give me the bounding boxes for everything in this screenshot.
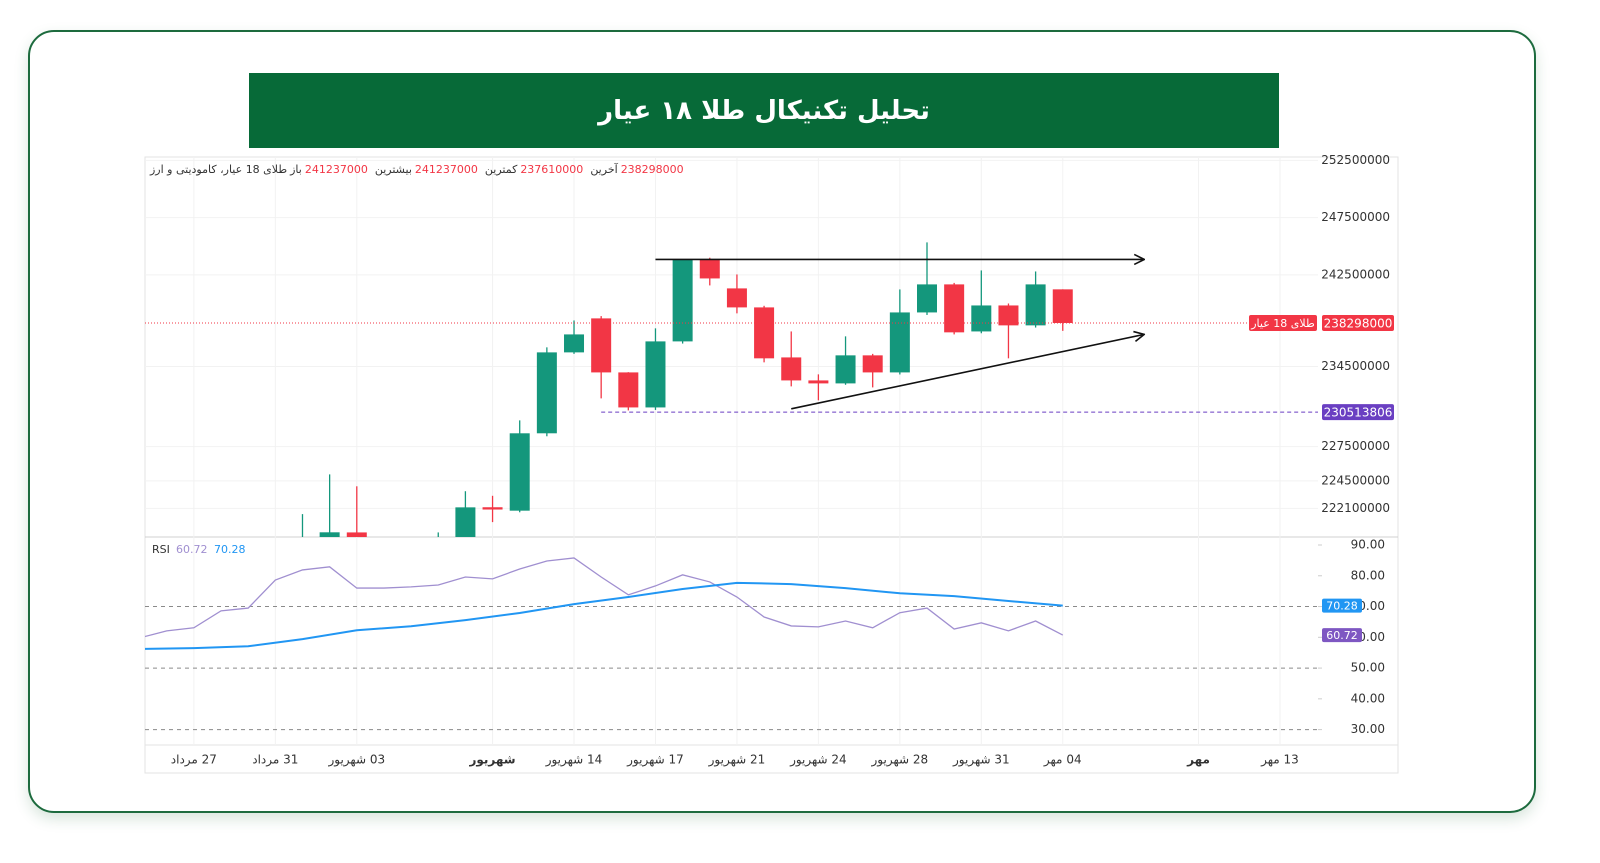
candle-body <box>428 538 448 540</box>
candle-body <box>781 357 802 381</box>
rsi-line <box>145 581 1063 650</box>
candle-body <box>808 380 829 384</box>
candle-body <box>645 341 666 408</box>
name-tag: طلای 18 عیار <box>1250 317 1315 330</box>
price-tag: 230513806 <box>1324 406 1393 420</box>
rsi-legend-value: 70.28 <box>214 543 246 556</box>
candle-body <box>672 259 693 342</box>
page-title: تحلیل تکنیکال طلا ۱۸ عیار <box>249 73 1279 148</box>
legend-label: کمترین <box>484 163 518 176</box>
y-tick-label: 242500000 <box>1321 267 1390 281</box>
legend-name: طلای 18 عیار، کامودیتی و ارز <box>150 163 288 176</box>
legend-value: 241237000 <box>304 163 368 176</box>
y-tick-label: 252500000 <box>1321 153 1390 167</box>
rsi-title: RSI <box>152 543 170 556</box>
candle-body <box>944 284 965 333</box>
candle-body <box>1052 289 1073 323</box>
legend-label: باز <box>290 163 302 176</box>
trend-line <box>791 334 1144 410</box>
candle-body <box>536 352 557 434</box>
candles <box>292 242 1073 541</box>
candle-body <box>482 507 503 510</box>
candle-body <box>346 532 367 537</box>
y-tick-label: 222100000 <box>1321 501 1390 515</box>
y-tick-label: 40.00 <box>1351 691 1385 705</box>
x-tick-label: 28 شهریور <box>871 753 929 768</box>
candle-body <box>618 372 639 408</box>
value-tag: 70.28 <box>1326 600 1358 613</box>
x-tick-label: 03 شهریور <box>327 753 385 768</box>
y-tick-label: 90.00 <box>1351 538 1385 552</box>
price-tag: 238298000 <box>1324 316 1393 330</box>
candle-body <box>726 288 747 308</box>
value-tag-bg <box>1322 598 1362 613</box>
candle-body <box>889 312 910 373</box>
y-tick-label: 234500000 <box>1321 359 1390 373</box>
value-tag-bg <box>1322 628 1362 643</box>
x-tick-label: 04 مهر <box>1043 753 1082 768</box>
x-tick-label: 24 شهریور <box>789 753 847 768</box>
x-tick-label: 14 شهریور <box>545 753 603 768</box>
x-tick-label: 17 شهریور <box>626 753 684 768</box>
legend-value: 237610000 <box>520 163 584 176</box>
chart-frame <box>144 156 1399 774</box>
candle-body <box>754 307 775 359</box>
y-tick-label: 247500000 <box>1321 210 1390 224</box>
y-tick-label: 30.00 <box>1351 722 1385 736</box>
candle-body <box>319 532 340 537</box>
x-tick-label: 13 مهر <box>1260 753 1299 768</box>
candle-body <box>835 355 856 384</box>
x-tick-label: 27 مرداد <box>171 753 217 768</box>
legend-value: 241237000 <box>414 163 478 176</box>
value-tag: 60.72 <box>1326 629 1358 642</box>
candle-body <box>699 259 720 279</box>
candle-body <box>862 355 883 373</box>
candle-body <box>971 305 992 332</box>
y-tick-label: 224500000 <box>1321 473 1390 487</box>
rsi-lines <box>145 557 1064 650</box>
legend-value: 238298000 <box>620 163 684 176</box>
candle-body <box>564 334 585 353</box>
name-tag-bg <box>1249 314 1317 331</box>
price-tag-bg <box>1322 314 1394 331</box>
rsi-line <box>145 557 1064 638</box>
candle-body <box>917 284 937 313</box>
rsi-legend-value: 60.72 <box>176 543 208 556</box>
y-tick-label: 227500000 <box>1321 439 1390 453</box>
candle-body <box>292 539 312 541</box>
legend-label: بیشترین <box>374 163 412 176</box>
x-tick-label: 21 شهریور <box>708 753 766 768</box>
price-tag-bg <box>1322 404 1394 421</box>
x-tick-label: شهریور <box>468 753 515 768</box>
candle-body <box>1025 284 1046 326</box>
candle-body <box>455 507 476 537</box>
x-tick-label: 31 مرداد <box>252 753 298 768</box>
candle-body <box>509 433 530 511</box>
x-tick-label: 31 شهریور <box>952 753 1010 768</box>
ohlc-legend: طلای 18 عیار، کامودیتی و ارز باز 24123700… <box>150 163 688 176</box>
candle-body <box>998 305 1019 326</box>
legend-label: آخرین <box>590 163 618 176</box>
y-tick-label: 80.00 <box>1351 568 1385 582</box>
x-tick-label: مهر <box>1186 753 1210 767</box>
candle-body <box>591 318 612 373</box>
y-tick-label: 50.00 <box>1351 661 1385 675</box>
